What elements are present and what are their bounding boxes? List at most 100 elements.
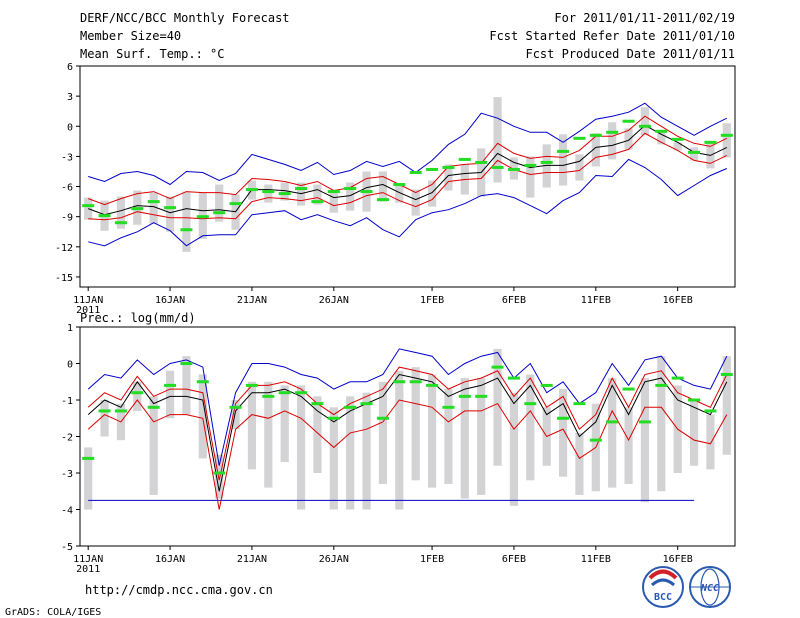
temp-spread-bar — [624, 128, 633, 150]
temp-spread-bar — [427, 180, 437, 207]
prec-obs-marker — [475, 394, 488, 398]
prec-obs-marker — [458, 394, 471, 398]
prec-spread-bar — [509, 392, 519, 506]
prec-spread-bar — [346, 396, 355, 510]
prec-obs-marker — [376, 416, 389, 420]
prec-spread-bar — [411, 367, 420, 481]
temp-spread-bar — [558, 134, 568, 186]
prec-plot-frame — [79, 326, 736, 547]
temp-spread-bar — [493, 97, 502, 183]
precip-subtitle: Prec.: log(mm/d) — [80, 311, 196, 325]
prec-spread-bar — [493, 348, 502, 466]
prec-xtick-label: 6FEB — [502, 554, 526, 565]
temp-obs-marker — [688, 150, 701, 154]
temp-min-line — [88, 158, 727, 247]
prec-spread-bar — [215, 454, 224, 499]
prec-spread-bar — [444, 389, 453, 484]
prec-obs-marker — [507, 376, 520, 380]
temp-ytick-label: 0 — [67, 122, 73, 133]
prec-spread-bar — [575, 432, 584, 495]
temp-spread-bar — [689, 147, 699, 161]
prec-obs-marker — [213, 471, 226, 475]
ncc-logo: NCC — [689, 566, 731, 608]
prec-xtick-label: 11JAN — [73, 554, 103, 565]
temp-spread-bar — [722, 123, 731, 158]
temp-obs-marker — [442, 165, 455, 169]
prec-ytick-label: -4 — [61, 506, 73, 517]
prec-spread-bar — [100, 400, 109, 437]
prec-spread-bar — [149, 396, 158, 495]
temp-xtick-label: 1FEB — [420, 295, 444, 306]
temp-spread-bar — [149, 192, 158, 224]
temp-obs-marker — [164, 206, 177, 210]
temp-obs-marker — [655, 129, 668, 133]
prec-spread-bar — [296, 385, 306, 510]
temp-upper-line — [88, 115, 728, 206]
temp-ytick-label: -3 — [61, 152, 73, 163]
prec-spread-bar — [657, 356, 666, 492]
prec-obs-marker — [442, 405, 455, 409]
prec-obs-marker — [360, 402, 373, 406]
prec-spread-bar — [264, 381, 273, 488]
temp-spread-bar — [575, 154, 584, 181]
temp-obs-marker — [475, 160, 488, 164]
prec-obs-marker — [262, 394, 275, 398]
temp-obs-marker — [557, 149, 570, 153]
temp-spread-bar — [395, 184, 404, 203]
temp-obs-marker — [114, 221, 127, 225]
temp-obs-marker — [409, 170, 422, 174]
prec-spread-bar — [84, 447, 93, 510]
temp-spread-bar — [526, 156, 535, 198]
temp-obs-marker — [458, 157, 471, 161]
temp-ytick-label: 6 — [67, 62, 73, 73]
prec-xtick-label: 21JAN — [237, 554, 267, 565]
temp-ytick-label: -12 — [55, 243, 73, 254]
temp-obs-marker — [491, 165, 504, 169]
header-period: For 2011/01/11-2011/02/19 — [554, 11, 735, 25]
header-member-size: Member Size=40 — [80, 29, 181, 43]
ncc-logo-text: NCC — [700, 583, 719, 594]
temp-spread-bar — [329, 189, 338, 213]
prec-spread-bar — [526, 374, 535, 481]
temp-obs-marker — [540, 160, 553, 164]
prec-obs-marker — [98, 409, 111, 413]
temp-obs-marker — [360, 190, 373, 194]
temp-xtick-label: 6FEB — [502, 295, 526, 306]
bcc-logo-text: BCC — [654, 592, 672, 603]
prec-obs-marker — [606, 420, 619, 424]
prec-ytick-label: -5 — [61, 542, 73, 553]
prec-obs-marker — [589, 438, 602, 442]
temp-obs-marker — [180, 228, 193, 232]
prec-spread-bar — [460, 378, 469, 499]
prec-obs-marker — [147, 405, 160, 409]
temp-obs-marker — [98, 214, 111, 218]
temp-mean-line — [88, 124, 728, 216]
prec-obs-marker — [491, 365, 504, 369]
temp-xtick-label: 16FEB — [663, 295, 693, 306]
temp-spread-bar — [215, 184, 224, 222]
temp-obs-marker — [622, 119, 635, 123]
temp-spread-bar — [182, 191, 191, 252]
temp-obs-marker — [720, 133, 733, 137]
temp-xtick-label: 11FEB — [581, 295, 611, 306]
prec-obs-marker — [245, 383, 258, 387]
prec-obs-marker — [524, 402, 537, 406]
temp-spread-bar — [444, 164, 453, 191]
prec-spread-bar — [198, 374, 207, 459]
prec-spread-bar — [624, 407, 633, 484]
prec-obs-marker — [720, 372, 733, 376]
temp-obs-marker — [704, 140, 717, 144]
prec-xtick-year-label: 2011 — [76, 564, 100, 575]
prec-obs-marker — [573, 402, 586, 406]
prec-obs-marker — [164, 383, 177, 387]
header-variable: Mean Surf. Temp.: °C — [80, 47, 225, 61]
temp-obs-marker — [147, 200, 160, 204]
prec-obs-marker — [655, 383, 668, 387]
temp-obs-marker — [327, 190, 340, 194]
prec-spread-bar — [133, 381, 142, 411]
prec-spread-bar — [706, 414, 715, 470]
temp-spread-bar — [411, 189, 420, 216]
